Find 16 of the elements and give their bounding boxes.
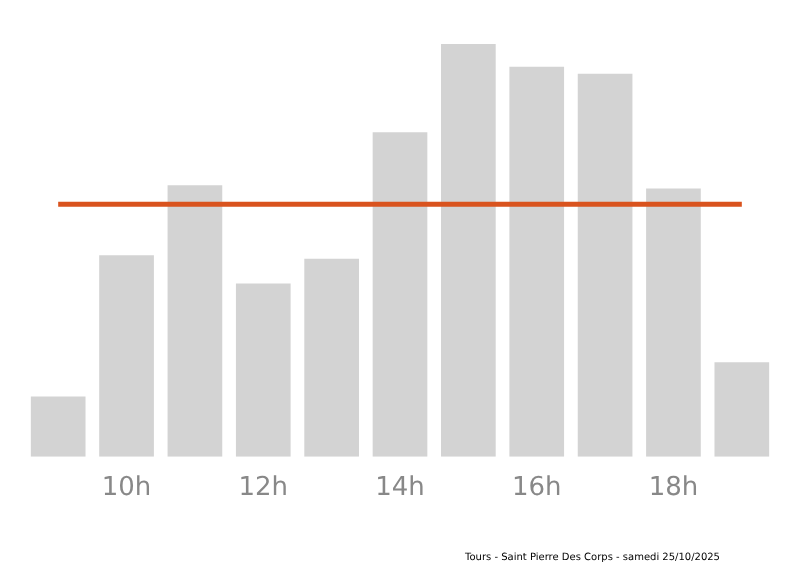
- bar: [441, 44, 496, 457]
- bar: [304, 258, 359, 457]
- x-tick-label: 18h: [648, 473, 699, 504]
- bar: [30, 396, 86, 457]
- bar: [509, 66, 565, 457]
- x-tick-label: 14h: [375, 473, 425, 504]
- bar: [714, 362, 770, 457]
- x-tick-label: 12h: [238, 473, 289, 504]
- bar: [372, 132, 428, 457]
- bar: [235, 283, 291, 457]
- x-tick-label: 16h: [511, 473, 562, 504]
- bar: [646, 188, 701, 457]
- bar: [99, 255, 154, 457]
- bar: [577, 73, 633, 457]
- bar: [167, 185, 223, 457]
- x-tick-label: 10h: [101, 473, 152, 504]
